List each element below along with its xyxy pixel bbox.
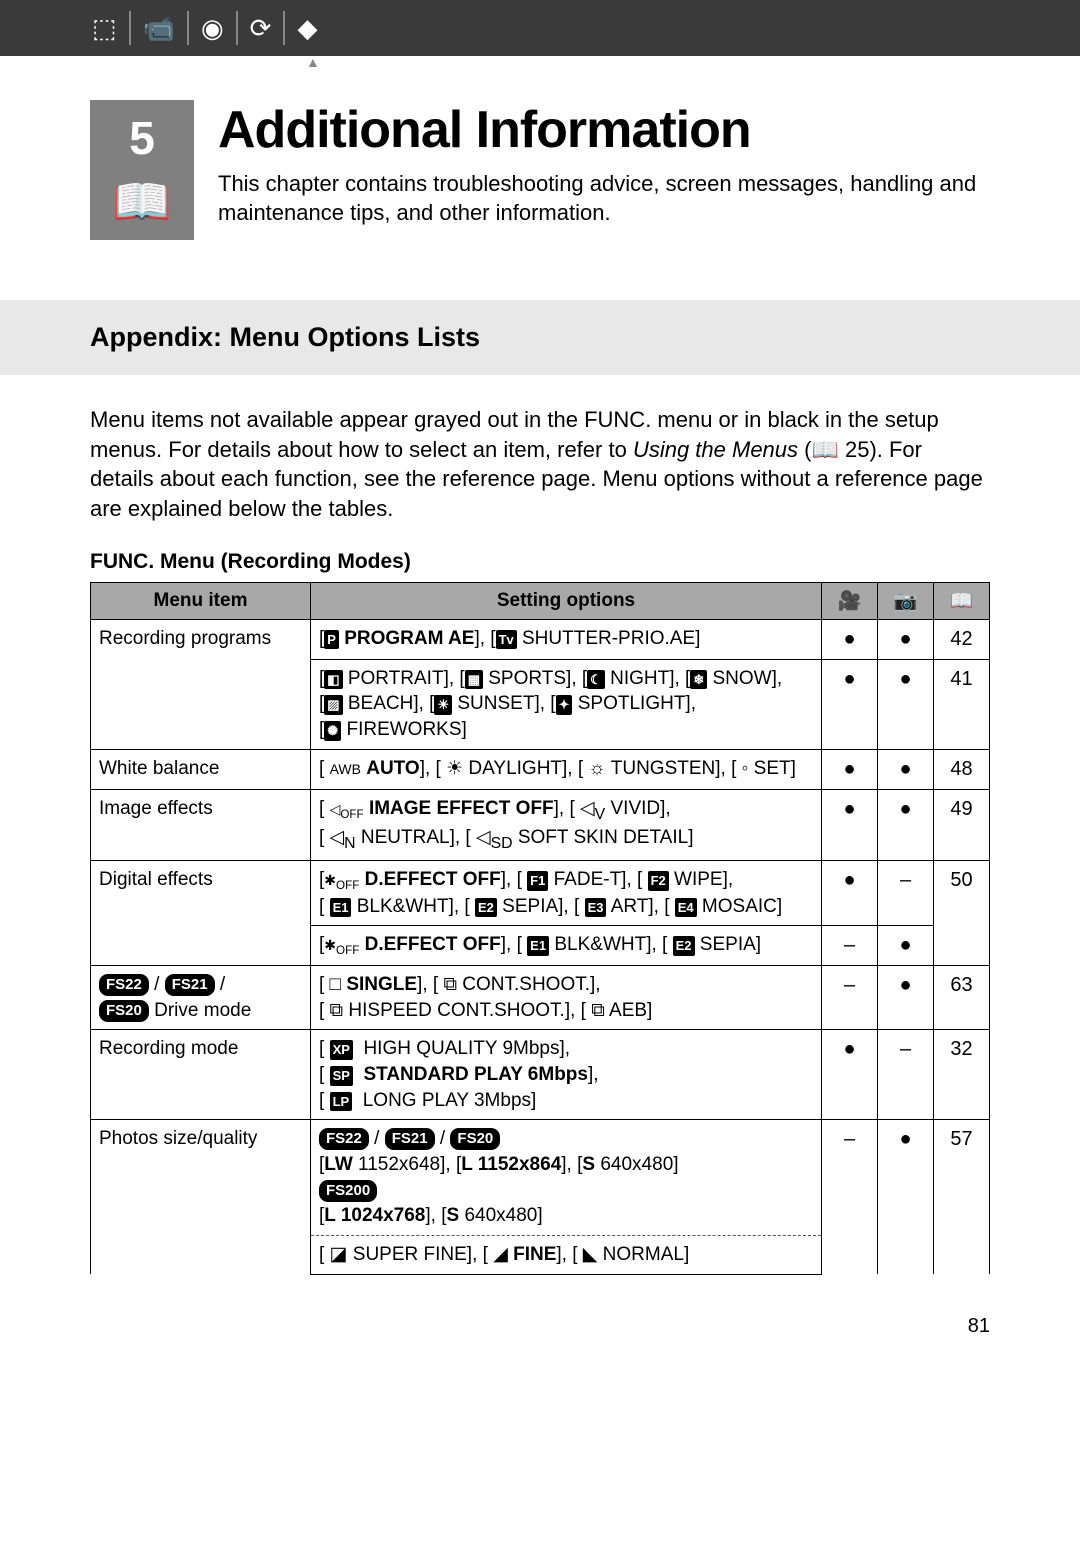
th-page-icon: 📖 xyxy=(934,582,990,619)
cell-options: [ □ SINGLE], [ ⧉ CONT.SHOOT.], [ ⧉ HISPE… xyxy=(311,966,822,1030)
table-row: FS22 / FS21 / FS20 Drive mode [ □ SINGLE… xyxy=(91,966,990,1030)
cell-menu-item: Recording mode xyxy=(91,1030,311,1120)
intro-italic: Using the Menus xyxy=(633,437,798,462)
cell-page: 57 xyxy=(934,1120,990,1274)
table-row: Recording programs [P PROGRAM AE], [Tv S… xyxy=(91,619,990,659)
chapter-title: Additional Information xyxy=(218,100,990,160)
chapter-header: 5 📖 Additional Information This chapter … xyxy=(90,100,990,240)
chapter-description: This chapter contains troubleshooting ad… xyxy=(218,170,990,227)
drive-mode-label: Drive mode xyxy=(149,1000,251,1021)
cell-photo-mark: ● xyxy=(878,619,934,659)
tab-icon-play: ◉ xyxy=(189,11,238,45)
cell-photo-mark: – xyxy=(878,1030,934,1120)
th-menu-item: Menu item xyxy=(91,582,311,619)
arrow-indicator-icon: ▲ xyxy=(306,54,1080,70)
cell-menu-item: Photos size/quality xyxy=(91,1120,311,1274)
book-icon: 📖 xyxy=(112,173,172,230)
cell-menu-item: White balance xyxy=(91,749,311,789)
cell-photo-mark: ● xyxy=(878,789,934,860)
tab-icon-camera: 📹 xyxy=(131,11,189,45)
cell-options: [✱OFF D.EFFECT OFF], [ F1 FADE-T], [ F2 … xyxy=(311,860,822,925)
cell-options: [ AWB AUTO], [ ☀ DAYLIGHT], [ ☼ TUNGSTEN… xyxy=(311,749,822,789)
cell-page: 50 xyxy=(934,860,990,965)
cell-page: 32 xyxy=(934,1030,990,1120)
cell-page: 48 xyxy=(934,749,990,789)
badge-fs22: FS22 xyxy=(99,974,149,996)
cell-video-mark: ● xyxy=(822,749,878,789)
cell-options: [✱OFF D.EFFECT OFF], [ E1 BLK&WHT], [ E2… xyxy=(311,926,822,966)
badge-fs21: FS21 xyxy=(385,1128,435,1150)
chapter-number: 5 xyxy=(129,111,155,165)
cell-options: [P PROGRAM AE], [Tv SHUTTER-PRIO.AE] xyxy=(311,619,822,659)
cell-options: FS22 / FS21 / FS20 [LW 1152x648], [L 115… xyxy=(311,1120,822,1236)
th-photo-icon: 📷 xyxy=(878,582,934,619)
table-row: Image effects [ ◁OFF IMAGE EFFECT OFF], … xyxy=(91,789,990,860)
table-row: Photos size/quality FS22 / FS21 / FS20 [… xyxy=(91,1120,990,1236)
cell-video-mark: ● xyxy=(822,860,878,925)
badge-fs21: FS21 xyxy=(165,974,215,996)
top-tab-bar: ⬚ 📹 ◉ ⟳ ◆ xyxy=(0,0,1080,56)
page-number: 81 xyxy=(0,1315,1080,1338)
appendix-title: Appendix: Menu Options Lists xyxy=(90,322,990,353)
cell-page: 42 xyxy=(934,619,990,659)
tab-icon-sync: ⟳ xyxy=(238,11,286,45)
cell-page: 63 xyxy=(934,966,990,1030)
cell-video-mark: ● xyxy=(822,659,878,749)
cell-page: 49 xyxy=(934,789,990,860)
table-row: Recording mode [ XP HIGH QUALITY 9Mbps],… xyxy=(91,1030,990,1120)
cell-video-mark: ● xyxy=(822,789,878,860)
badge-fs22: FS22 xyxy=(319,1128,369,1150)
tab-icon-box: ⬚ xyxy=(80,11,131,45)
appendix-band: Appendix: Menu Options Lists xyxy=(0,300,1080,375)
cell-photo-mark: ● xyxy=(878,659,934,749)
cell-video-mark: – xyxy=(822,966,878,1030)
cell-video-mark: ● xyxy=(822,1030,878,1120)
intro-paragraph: Menu items not available appear grayed o… xyxy=(90,405,990,524)
cell-options: [◧ PORTRAIT], [▦ SPORTS], [☾ NIGHT], [❄ … xyxy=(311,659,822,749)
cell-photo-mark: – xyxy=(878,860,934,925)
chapter-box: 5 📖 xyxy=(90,100,194,240)
cell-menu-item: Digital effects xyxy=(91,860,311,965)
cell-options: [ XP HIGH QUALITY 9Mbps], [ SP STANDARD … xyxy=(311,1030,822,1120)
table-row: Digital effects [✱OFF D.EFFECT OFF], [ F… xyxy=(91,860,990,925)
table-caption: FUNC. Menu (Recording Modes) xyxy=(90,550,990,574)
cell-page: 41 xyxy=(934,659,990,749)
th-setting-options: Setting options xyxy=(311,582,822,619)
cell-options: [ ◁OFF IMAGE EFFECT OFF], [ ◁V VIVID], [… xyxy=(311,789,822,860)
tab-icon-book: ◆ xyxy=(285,11,329,45)
badge-fs20: FS20 xyxy=(99,1000,149,1022)
badge-fs20: FS20 xyxy=(450,1128,500,1150)
table-row: White balance [ AWB AUTO], [ ☀ DAYLIGHT]… xyxy=(91,749,990,789)
cell-menu-item: FS22 / FS21 / FS20 Drive mode xyxy=(91,966,311,1030)
cell-photo-mark: ● xyxy=(878,966,934,1030)
th-video-icon: 🎥 xyxy=(822,582,878,619)
cell-video-mark: – xyxy=(822,926,878,966)
cell-photo-mark: ● xyxy=(878,749,934,789)
cell-video-mark: – xyxy=(822,1120,878,1274)
cell-photo-mark: ● xyxy=(878,926,934,966)
cell-video-mark: ● xyxy=(822,619,878,659)
badge-fs200: FS200 xyxy=(319,1180,377,1202)
cell-menu-item: Image effects xyxy=(91,789,311,860)
cell-photo-mark: ● xyxy=(878,1120,934,1274)
cell-options: [ ◪ SUPER FINE], [ ◢ FINE], [ ◣ NORMAL] xyxy=(311,1235,822,1274)
cell-menu-item: Recording programs xyxy=(91,619,311,749)
func-menu-table: Menu item Setting options 🎥 📷 📖 Recordin… xyxy=(90,582,990,1275)
table-header-row: Menu item Setting options 🎥 📷 📖 xyxy=(91,582,990,619)
